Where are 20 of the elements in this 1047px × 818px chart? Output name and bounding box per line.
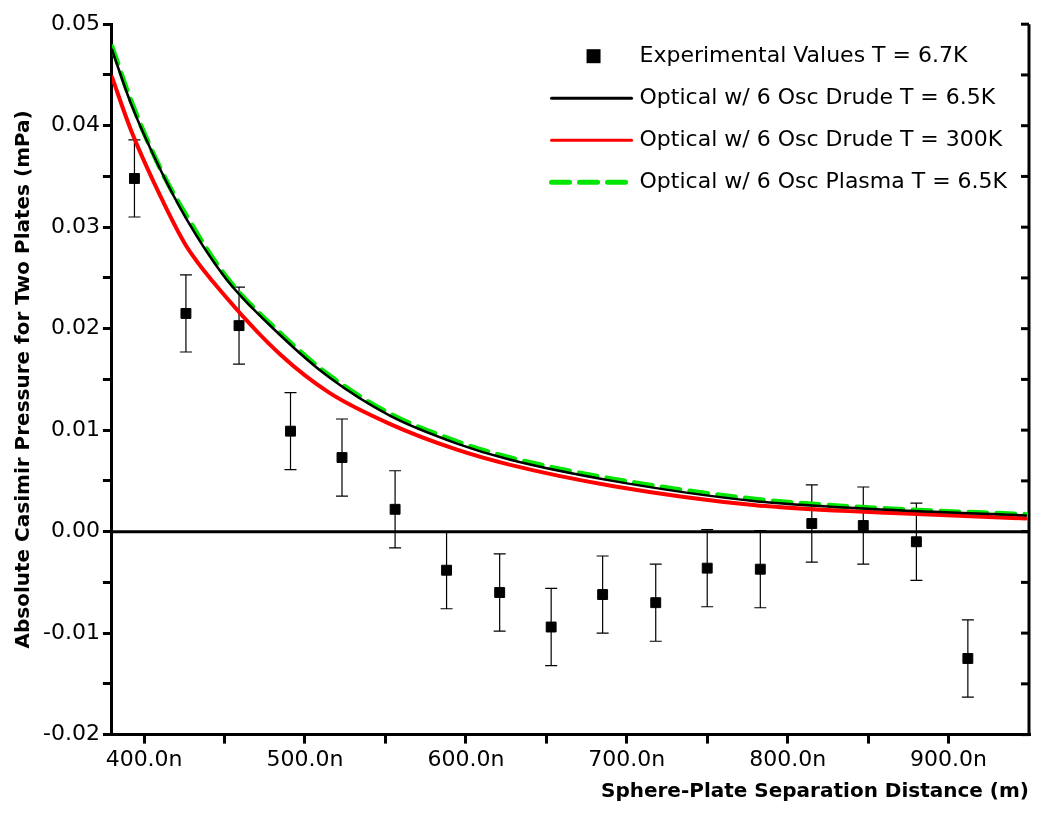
y-tick-label: 0.00 — [50, 517, 100, 543]
y-tick-label: 0.04 — [50, 111, 100, 137]
x-tick-label: 600.0n — [427, 745, 505, 771]
legend-label: Optical w/ 6 Osc Drude T = 6.5K — [639, 83, 996, 109]
x-tick-label: 500.0n — [266, 745, 344, 771]
y-tick-label: 0.03 — [50, 212, 100, 238]
legend-label: Optical w/ 6 Osc Plasma T = 6.5K — [639, 167, 1008, 193]
x-tick-label: 900.0n — [910, 745, 988, 771]
y-tick-label: -0.02 — [42, 720, 100, 746]
x-tick-label: 700.0n — [588, 745, 666, 771]
y-tick-label: 0.05 — [50, 9, 100, 35]
y-tick-label: 0.01 — [50, 415, 100, 441]
x-tick-label: 400.0n — [105, 745, 183, 771]
legend-label: Optical w/ 6 Osc Drude T = 300K — [639, 125, 1003, 151]
x-axis-title: Sphere-Plate Separation Distance (m) — [600, 778, 1029, 803]
y-axis-title: Absolute Casimir Pressure for Two Plates (mPa) — [10, 110, 35, 649]
y-tick-label: 0.02 — [50, 314, 100, 340]
legend-label: Experimental Values T = 6.7K — [639, 41, 968, 67]
x-tick-label: 800.0n — [749, 745, 827, 771]
y-tick-label: -0.01 — [42, 618, 100, 644]
